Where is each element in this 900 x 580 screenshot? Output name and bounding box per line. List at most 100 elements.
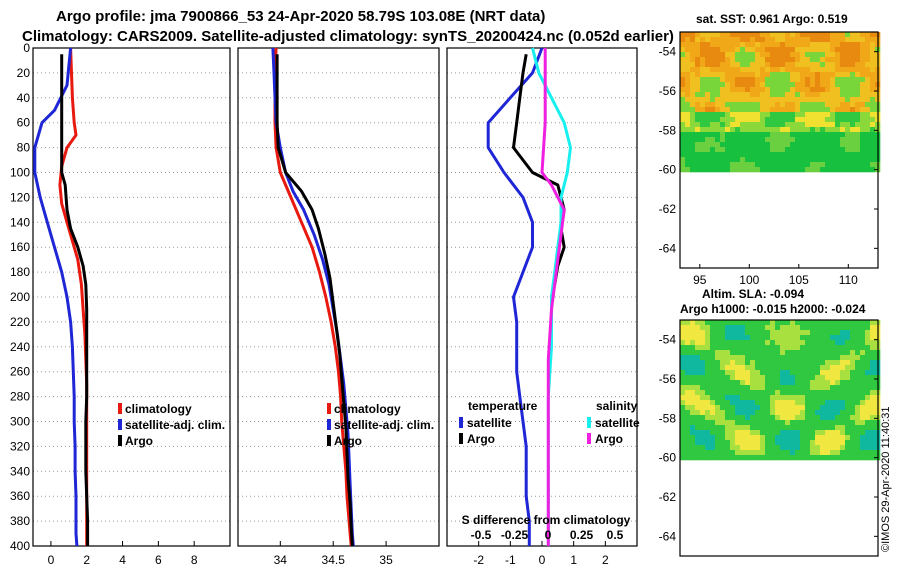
- map-cell: [745, 390, 751, 396]
- map-cell: [685, 127, 691, 133]
- map-cell: [805, 455, 811, 461]
- legend-label: Argo: [595, 432, 623, 446]
- map-cell: [870, 435, 876, 441]
- map-cell: [830, 340, 836, 346]
- map-cell: [795, 47, 801, 53]
- map-cell: [725, 82, 731, 88]
- map-cell: [795, 97, 801, 103]
- map-cell: [720, 390, 726, 396]
- legend-label: climatology: [334, 402, 401, 416]
- map-cell: [770, 57, 776, 63]
- map-cell: [735, 390, 741, 396]
- map-cell: [860, 325, 866, 331]
- map-cell: [715, 375, 721, 381]
- map-cell: [735, 42, 741, 48]
- map-cell: [690, 345, 696, 351]
- map-cell: [715, 32, 721, 38]
- map-cell: [830, 440, 836, 446]
- map-cell: [765, 415, 771, 421]
- map-cell: [805, 127, 811, 133]
- map-cell: [860, 355, 866, 361]
- map-cell: [840, 122, 846, 128]
- map-cell: [860, 157, 866, 163]
- map-cell: [830, 415, 836, 421]
- map-cell: [760, 355, 766, 361]
- map-cell: [735, 117, 741, 123]
- map-cell: [815, 147, 821, 153]
- map-cell: [715, 405, 721, 411]
- map-cell: [870, 425, 876, 431]
- secondary-x-label: S difference from climatology: [462, 513, 631, 527]
- map-cell: [840, 107, 846, 113]
- map-cell: [870, 42, 876, 48]
- map-cell: [770, 92, 776, 98]
- map-cell: [690, 62, 696, 68]
- map-cell: [680, 430, 686, 436]
- map-cell: [840, 360, 846, 366]
- map-cell: [820, 320, 826, 326]
- map-cell: [690, 32, 696, 38]
- map-cell: [720, 430, 726, 436]
- map-cell: [815, 167, 821, 173]
- map-cell: [755, 47, 761, 53]
- map-cell: [745, 72, 751, 78]
- map-cell: [735, 325, 741, 331]
- map-cell: [860, 450, 866, 456]
- map-cell: [755, 335, 761, 341]
- map-cell: [770, 325, 776, 331]
- map-cell: [750, 365, 756, 371]
- map-cell: [775, 330, 781, 336]
- map-cell: [815, 52, 821, 58]
- map-cell: [700, 390, 706, 396]
- map-cell: [820, 430, 826, 436]
- map-cell: [870, 450, 876, 456]
- map-cell: [850, 425, 856, 431]
- map-cell: [800, 400, 806, 406]
- map-cell: [780, 162, 786, 168]
- map-cell: [725, 330, 731, 336]
- map-cell: [795, 132, 801, 138]
- map-cell: [820, 325, 826, 331]
- map-cell: [845, 440, 851, 446]
- map-cell: [750, 87, 756, 93]
- map-cell: [810, 390, 816, 396]
- map-cell: [700, 57, 706, 63]
- map-cell: [705, 420, 711, 426]
- map-cell: [750, 112, 756, 118]
- map-cell: [800, 152, 806, 158]
- legend-swatch: [327, 419, 331, 430]
- map-cell: [870, 445, 876, 451]
- map-cell: [705, 167, 711, 173]
- map-cell: [685, 67, 691, 73]
- map-cell: [845, 360, 851, 366]
- map-cell: [815, 345, 821, 351]
- map-cell: [825, 117, 831, 123]
- map-cell: [835, 410, 841, 416]
- map-cell: [695, 385, 701, 391]
- map-cell: [800, 127, 806, 133]
- map-cell: [795, 82, 801, 88]
- map-cell: [835, 395, 841, 401]
- map-cell: [710, 117, 716, 123]
- map-cell: [775, 435, 781, 441]
- map-cell: [735, 77, 741, 83]
- map-cell: [745, 405, 751, 411]
- map-cell: [840, 42, 846, 48]
- map-cell: [685, 395, 691, 401]
- map-cell: [695, 52, 701, 58]
- map-cell: [720, 325, 726, 331]
- map-cell: [775, 340, 781, 346]
- map-cell: [830, 395, 836, 401]
- map-cell: [815, 405, 821, 411]
- map-cell: [825, 107, 831, 113]
- map-cell: [800, 435, 806, 441]
- legend-swatch: [327, 435, 331, 446]
- map-cell: [695, 455, 701, 461]
- map-cell: [820, 167, 826, 173]
- map-cell: [715, 335, 721, 341]
- map-cell: [820, 72, 826, 78]
- map-cell: [740, 107, 746, 113]
- map-cell: [800, 87, 806, 93]
- map-cell: [810, 455, 816, 461]
- map-cell: [785, 72, 791, 78]
